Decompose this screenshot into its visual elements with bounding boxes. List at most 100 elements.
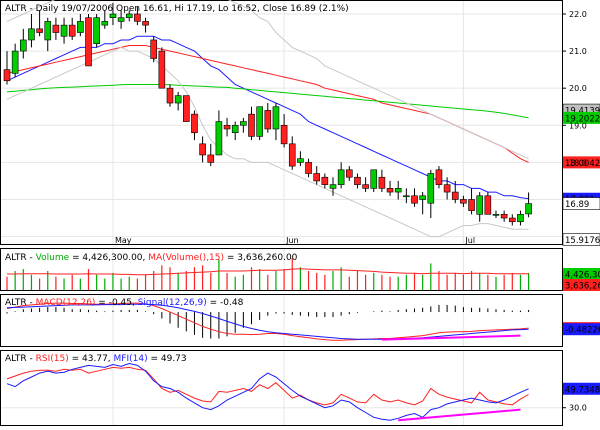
price-tag: 16.89: [565, 200, 589, 210]
macd-tag: -0.482264: [565, 326, 600, 336]
macd-trendline: [381, 334, 521, 341]
candle-up: [44, 21, 52, 41]
candle-down: [435, 169, 443, 185]
candle-down: [199, 143, 206, 156]
rsi-header: ALTR - RSI(15) = 43.77, MFI(14) = 49.73: [5, 354, 187, 364]
candle-up: [11, 50, 19, 74]
price-tag-box: [563, 156, 600, 169]
price-tag-box: [562, 233, 600, 246]
candle-down: [52, 24, 60, 33]
candle-down: [207, 154, 215, 163]
candle-up: [256, 106, 263, 137]
candle-down: [345, 169, 353, 178]
candle-down: [411, 195, 418, 204]
candle-down: [3, 69, 11, 82]
candle-up: [297, 158, 304, 163]
mfi-value: = 49.73: [148, 354, 187, 364]
price-tag-box: [563, 111, 600, 124]
candle-down: [68, 24, 76, 37]
candle-down: [451, 191, 459, 200]
signal-name: Signal(12,26,9): [138, 298, 207, 308]
rsi-symbol: ALTR: [5, 354, 27, 364]
candle-up: [492, 214, 500, 216]
rsi-name: RSI(15): [36, 354, 69, 364]
candle-down: [134, 13, 141, 22]
volume-ma-tag: 3,636,260: [565, 282, 600, 292]
candle-up: [231, 124, 239, 134]
price-tag: 18.0042: [565, 159, 600, 169]
signal-value: = -0.48: [207, 298, 244, 308]
candle-down: [191, 113, 198, 134]
price-y-tick-label: 19.0: [569, 121, 587, 130]
candle-up: [337, 169, 345, 185]
volume-tag-box: [563, 268, 600, 280]
candle-up: [125, 13, 133, 18]
volume-ma-name: MA(Volume(),15): [148, 253, 224, 263]
candle-down: [313, 173, 321, 182]
candle-down: [142, 21, 149, 26]
candle-down: [280, 124, 288, 145]
candle-up: [60, 24, 68, 37]
rsi-value: = 43.77,: [69, 354, 114, 364]
price-tag: 19.2022: [565, 114, 600, 124]
candle-down: [484, 195, 492, 215]
candle-up: [109, 13, 117, 18]
candle-down: [354, 176, 361, 185]
candle-up: [419, 195, 426, 200]
candle-down: [321, 176, 329, 185]
candle-down: [386, 188, 394, 193]
candle-down: [183, 95, 190, 122]
volume-tag: 4,426,300: [565, 271, 600, 281]
price-tag: 15.9176: [565, 236, 600, 246]
candle-up: [215, 121, 223, 156]
rsi-y-tick-label: 30.0: [569, 404, 587, 413]
volume-name: Volume: [36, 253, 70, 263]
candle-up: [174, 95, 182, 104]
candle-down: [443, 184, 451, 193]
candle-up: [272, 106, 280, 130]
volume-symbol: ALTR: [5, 253, 27, 263]
price-header-text: - Daily 19/07/2006 Open 16.61, Hi 17.19,…: [27, 4, 349, 14]
candle-down: [460, 199, 467, 204]
candle-up: [93, 17, 100, 44]
candle-down: [378, 176, 386, 189]
volume-header: ALTR - Volume = 4,426,300.00, MA(Volume(…: [5, 253, 298, 263]
mfi-name: MFI(14): [114, 354, 148, 364]
candle-down: [508, 217, 516, 223]
price-y-tick-label: 18.0: [569, 158, 587, 167]
candle-down: [158, 50, 166, 89]
price-line-bbu: [6, 0, 529, 160]
rsi-tag: 49.7348: [565, 385, 600, 395]
candle-up: [525, 203, 532, 215]
candle-down: [85, 17, 92, 67]
candle-up: [427, 173, 435, 204]
price-y-tick-label: 22.0: [569, 10, 587, 19]
price-line-sma200: [6, 84, 529, 119]
volume-ma-line: [7, 268, 529, 276]
macd-value: = -0.45,: [95, 298, 137, 308]
candle-up: [329, 184, 337, 189]
candle-up: [19, 39, 27, 52]
candle-down: [305, 162, 312, 174]
macd-line-macd: [6, 302, 529, 341]
candle-down: [264, 110, 272, 130]
price-tag: 19.4139: [565, 107, 600, 117]
x-tick-label: Jun: [285, 236, 299, 245]
candle-up: [101, 21, 109, 26]
candle-up: [403, 195, 410, 198]
candle-down: [166, 87, 174, 104]
candle-down: [468, 199, 475, 211]
candle-up: [117, 17, 125, 22]
price-tag-box: [562, 197, 600, 210]
candle-down: [288, 143, 296, 167]
x-tick-label: May: [115, 236, 132, 245]
candle-up: [517, 214, 524, 223]
macd-line-signal: [6, 303, 529, 340]
candle-down: [248, 113, 255, 137]
candle-up: [28, 28, 35, 41]
volume-ma-tag-box: [563, 279, 600, 291]
price-line-bbl: [6, 46, 529, 238]
macd-symbol: ALTR: [5, 298, 27, 308]
candle-up: [476, 195, 484, 215]
x-tick-label: Jul: [464, 236, 475, 245]
